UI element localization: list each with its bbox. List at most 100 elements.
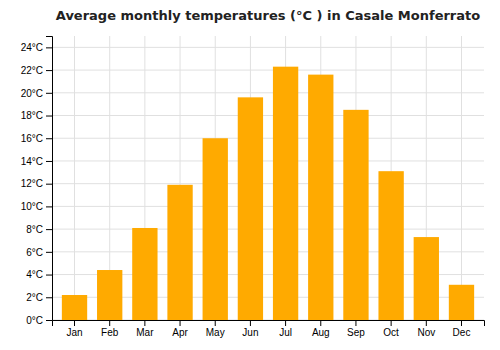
- bars: [62, 67, 474, 320]
- x-tick-label: Oct: [383, 327, 399, 338]
- y-tick: 24°C: [21, 42, 52, 53]
- x-tick-mark: [109, 320, 110, 326]
- y-tick: 8°C: [26, 224, 52, 235]
- x-tick-mark: [355, 320, 356, 326]
- bar: [167, 185, 192, 320]
- x-tick-label: Apr: [172, 327, 188, 338]
- x-tick: Nov: [417, 320, 435, 338]
- y-tick-mark: [46, 93, 52, 94]
- grid-line-y: [52, 92, 484, 93]
- y-tick-label: 12°C: [21, 178, 43, 189]
- bar: [238, 97, 263, 320]
- grid-line-x: [461, 36, 462, 320]
- y-tick-label: 14°C: [21, 156, 43, 167]
- y-tick-label: 10°C: [21, 201, 43, 212]
- x-tick: Jul: [279, 320, 292, 338]
- grid-line-x: [74, 36, 75, 320]
- x-tick: Mar: [136, 320, 154, 338]
- y-tick: 22°C: [21, 65, 52, 76]
- bar: [449, 285, 474, 320]
- y-tick-mark: [46, 138, 52, 139]
- y-tick: 0°C: [26, 315, 52, 326]
- x-tick-label: Sep: [347, 327, 365, 338]
- x-tick-label: Dec: [453, 327, 471, 338]
- x-tick-label: Jan: [66, 327, 82, 338]
- y-tick-label: 2°C: [26, 292, 43, 303]
- y-tick-mark: [46, 252, 52, 253]
- x-tick-mark: [391, 320, 392, 326]
- x-tick: Aug: [312, 320, 330, 338]
- grid-line-y: [52, 160, 484, 161]
- y-tick-mark: [46, 206, 52, 207]
- y-tick: 4°C: [26, 269, 52, 280]
- y-tick-label: 4°C: [26, 269, 43, 280]
- x-tick-label: Jul: [279, 327, 292, 338]
- x-tick-mark: [215, 320, 216, 326]
- grid-line-y: [52, 115, 484, 116]
- x-tick-label: Feb: [101, 327, 119, 338]
- x-tick-mark: [320, 320, 321, 326]
- y-tick: 16°C: [21, 133, 52, 144]
- bar: [203, 138, 228, 320]
- x-tick-label: Nov: [417, 327, 435, 338]
- bar: [308, 75, 333, 320]
- grid-line-y: [52, 47, 484, 48]
- grid-line-y: [52, 183, 484, 184]
- title: Average monthly temperatures (°C ) in Ca…: [56, 8, 480, 23]
- bar: [97, 270, 122, 320]
- x-tick-mark: [250, 320, 251, 326]
- y-axis: 0°C 2°C 4°C 6°C 8°C 10°C 12°C 14°C 16°C 18°C 20°C 2…: [21, 37, 53, 326]
- grid-line-y: [52, 70, 484, 71]
- bar: [273, 67, 298, 320]
- x-tick-mark: [461, 320, 462, 326]
- x-tick: May: [206, 320, 225, 338]
- bar: [414, 237, 439, 320]
- y-tick: 10°C: [21, 201, 52, 212]
- y-tick: 12°C: [21, 178, 52, 189]
- y-tick-mark: [46, 184, 52, 185]
- x-tick: Sep: [347, 320, 365, 338]
- y-tick-mark: [46, 229, 52, 230]
- grid-line-y: [52, 206, 484, 207]
- x-tick-label: May: [206, 327, 225, 338]
- x-tick-mark: [74, 320, 75, 326]
- grid: [52, 36, 484, 320]
- grid-line-y: [52, 229, 484, 230]
- y-tick-mark: [46, 161, 52, 162]
- x-tick: Apr: [172, 320, 188, 338]
- x-tick: Feb: [101, 320, 119, 338]
- bar: [132, 228, 157, 320]
- y-tick-label: 8°C: [26, 224, 43, 235]
- y-tick: 20°C: [21, 88, 52, 99]
- y-tick: 14°C: [21, 156, 52, 167]
- y-tick-label: 6°C: [26, 247, 43, 258]
- x-tick: Oct: [383, 320, 399, 338]
- y-axis-line: [46, 37, 53, 321]
- x-tick: Jan: [66, 320, 82, 338]
- y-tick-label: 22°C: [21, 65, 43, 76]
- y-tick-label: 20°C: [21, 88, 43, 99]
- y-tick-label: 18°C: [21, 110, 43, 121]
- x-tick: Dec: [453, 320, 471, 338]
- y-tick-mark: [46, 275, 52, 276]
- x-tick-mark: [180, 320, 181, 326]
- x-tick-label: Mar: [136, 327, 154, 338]
- y-tick: 18°C: [21, 110, 52, 121]
- chart-svg: Jan Feb Mar Apr May Jun Jul Aug Sep Oct Nov Dec 0°C 2…: [0, 0, 500, 350]
- y-tick-mark: [46, 70, 52, 71]
- x-axis-line: [53, 321, 485, 327]
- grid-line-y: [52, 138, 484, 139]
- y-tick: 2°C: [26, 292, 52, 303]
- y-tick-label: 16°C: [21, 133, 43, 144]
- y-tick-mark: [46, 116, 52, 117]
- y-tick-label: 0°C: [26, 315, 43, 326]
- x-tick-mark: [426, 320, 427, 326]
- x-axis: Jan Feb Mar Apr May Jun Jul Aug Sep Oct Nov Dec: [53, 320, 485, 338]
- x-tick: Jun: [242, 320, 258, 338]
- x-tick-label: Jun: [242, 327, 258, 338]
- bar: [62, 295, 87, 320]
- y-tick-label: 24°C: [21, 42, 43, 53]
- bar: [378, 171, 403, 320]
- y-tick-mark: [46, 297, 52, 298]
- x-tick-label: Aug: [312, 327, 330, 338]
